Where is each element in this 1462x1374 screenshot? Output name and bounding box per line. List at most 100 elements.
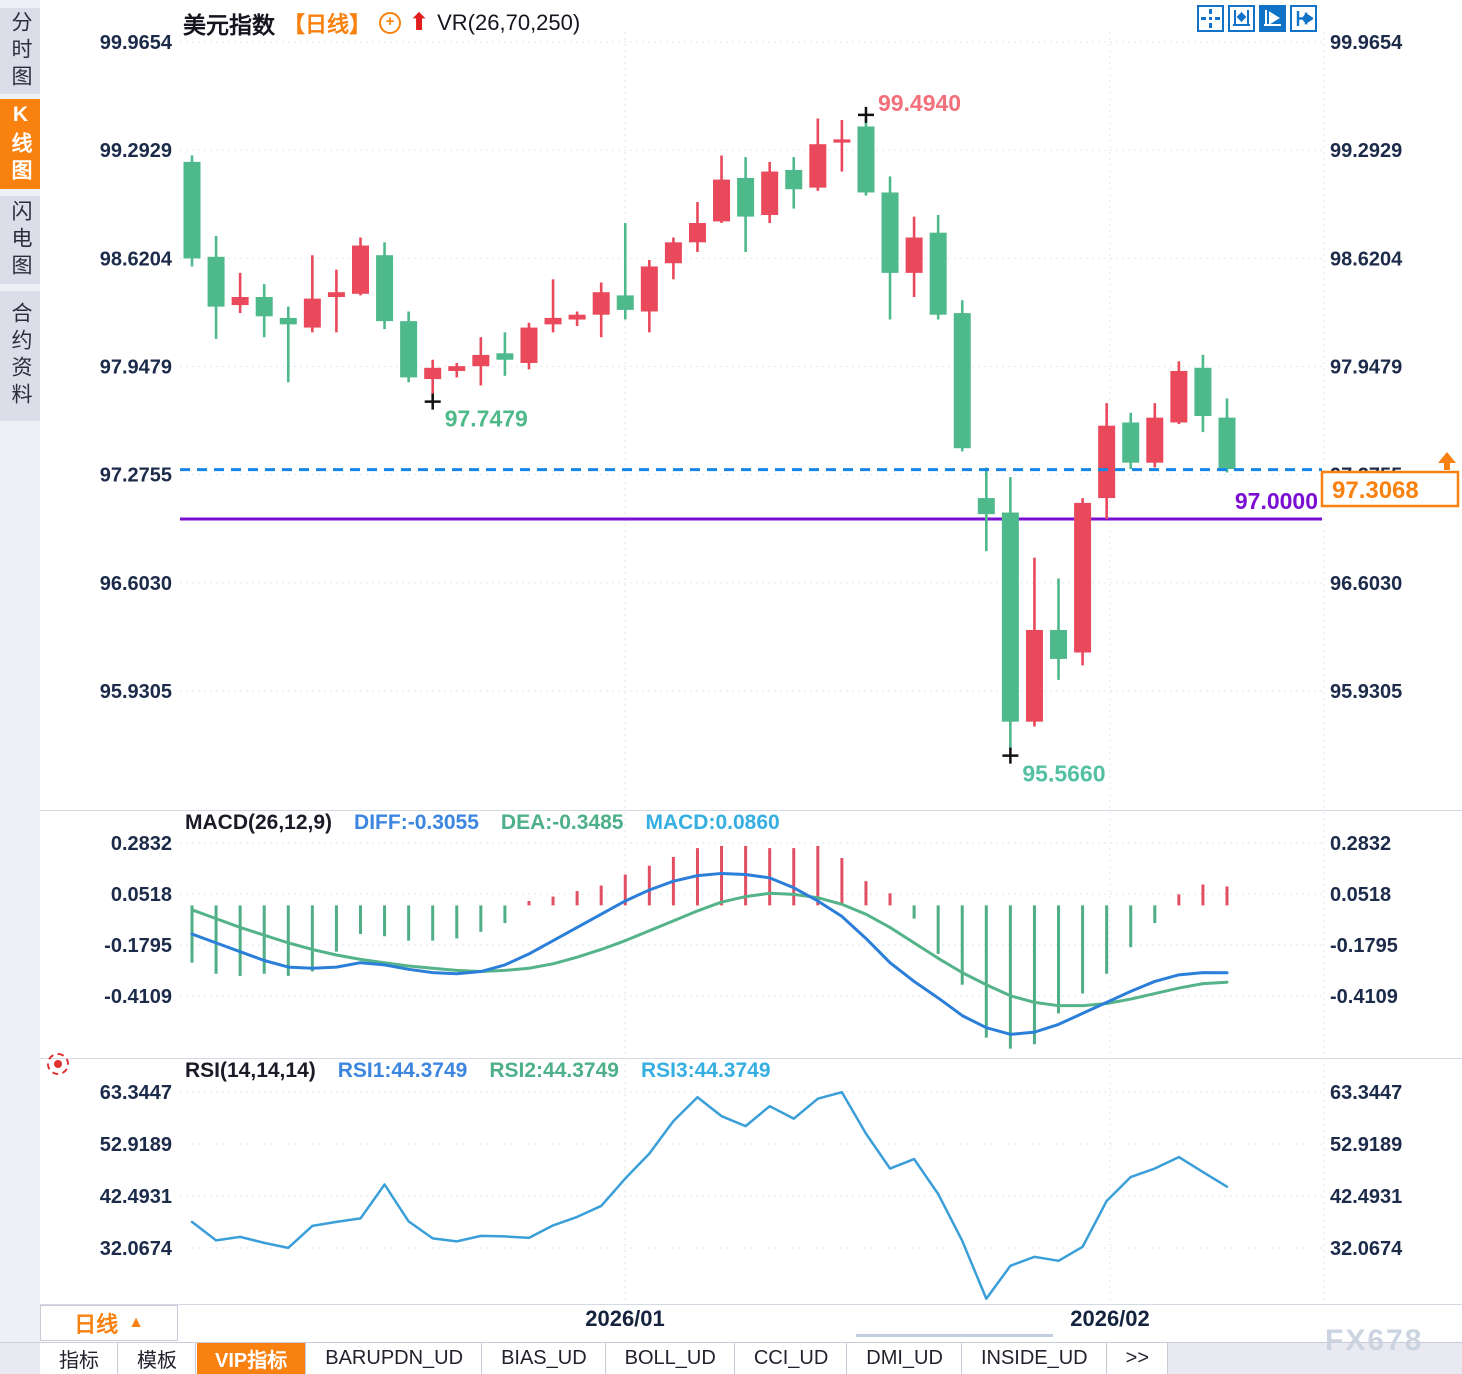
candle-body: [977, 498, 995, 515]
candle-body: [448, 366, 466, 372]
candle-body: [664, 242, 682, 264]
watermark: FX678: [1325, 1324, 1424, 1357]
candle-body: [1122, 422, 1140, 463]
macd-value: MACD:0.0860: [645, 811, 780, 834]
price-axis-label-left: 95.9305: [100, 681, 172, 703]
bottom-tab-3[interactable]: BARUPDN_UD: [306, 1343, 483, 1374]
price-axis-label-left: 96.6030: [100, 573, 172, 595]
overlay-indicator-label: VR(26,70,250): [437, 10, 581, 35]
candle-body: [737, 177, 755, 217]
candle-body: [905, 237, 923, 273]
bottom-tab-9[interactable]: >>: [1106, 1343, 1168, 1374]
price-axis-label-left: 98.6204: [100, 248, 173, 270]
rsi-axis-label-left: 32.0674: [100, 1238, 173, 1260]
candle-body: [929, 232, 947, 315]
price-axis-label-right: 99.9654: [1330, 32, 1403, 54]
price-axis-label-right: 97.9479: [1330, 357, 1402, 379]
x-axis-scrollbar[interactable]: [856, 1334, 1053, 1337]
period-selector[interactable]: 日线 ▲: [40, 1305, 178, 1341]
macd-axis-label-right: -0.1795: [1330, 935, 1398, 957]
candle-body: [1001, 512, 1019, 722]
x-axis-label-feb: 2026/02: [1070, 1306, 1150, 1331]
candle-body: [881, 192, 899, 273]
rsi-axis-label-left: 63.3447: [100, 1082, 172, 1104]
rsi-title: RSI(14,14,14): [185, 1059, 316, 1082]
bottom-tab-0[interactable]: 指标: [40, 1343, 118, 1374]
candle-body: [833, 139, 851, 143]
bottom-tab-6[interactable]: CCI_UD: [734, 1343, 848, 1374]
sidebar-item-3[interactable]: 合约资料: [0, 291, 40, 421]
pan-right-icon[interactable]: [1290, 5, 1317, 32]
candle-body: [327, 292, 345, 298]
candle-body: [1194, 367, 1212, 417]
price-axis-label-left: 97.2755: [100, 465, 172, 487]
up-arrow-icon: ⬆: [409, 9, 430, 36]
current-price-tag[interactable]: [1320, 470, 1460, 508]
x-axis-label-jan: 2026/01: [585, 1306, 665, 1331]
rsi-axis-label-left: 42.4931: [100, 1186, 172, 1208]
candle-body: [400, 321, 418, 378]
price-axis-label-left: 99.2929: [100, 140, 172, 162]
candle-body: [1170, 371, 1188, 423]
price-axis-label-right: 95.9305: [1330, 681, 1402, 703]
sidebar-item-2[interactable]: 闪电图: [0, 196, 40, 284]
current-price-tag-value: 97.3068: [1332, 477, 1419, 504]
candle-body: [1025, 629, 1043, 722]
candle-body: [568, 314, 586, 320]
sidebar-item-1[interactable]: K线图: [0, 99, 40, 189]
candle-body: [520, 327, 538, 363]
rsi2-value: RSI2:44.3749: [489, 1059, 619, 1082]
candle-body: [472, 354, 490, 367]
panel-divider: [40, 1304, 1462, 1305]
live-indicator-icon[interactable]: [47, 1053, 69, 1075]
price-marker-cross: [1002, 747, 1019, 764]
instrument-title: 美元指数: [183, 12, 275, 38]
candle-body: [761, 171, 779, 215]
bottom-tab-7[interactable]: DMI_UD: [847, 1343, 962, 1374]
candle-body: [424, 367, 442, 380]
price-axis-label-left: 99.9654: [100, 32, 173, 54]
candle-body: [1098, 425, 1116, 499]
candle-body: [496, 353, 514, 360]
sidebar-item-0[interactable]: 分时图: [0, 8, 40, 94]
candle-body: [207, 256, 225, 307]
panel-divider: [40, 810, 1462, 811]
price-marker-cross: [857, 106, 874, 123]
candle-body: [592, 292, 610, 315]
macd-axis-label-left: 0.0518: [111, 884, 172, 906]
add-indicator-icon[interactable]: +: [379, 12, 402, 34]
high-price-annotation: 99.4940: [878, 90, 961, 116]
macd-axis-label-left: -0.4109: [104, 986, 172, 1008]
macd-header: MACD(26,12,9) DIFF:-0.3055 DEA:-0.3485 M…: [185, 811, 780, 835]
bottom-tab-4[interactable]: BIAS_UD: [482, 1343, 606, 1374]
low-price-annotation: 95.5660: [1022, 761, 1105, 787]
chart-header: 美元指数 【日线】 + ⬆ VR(26,70,250): [183, 6, 580, 40]
candle-body: [544, 317, 562, 325]
candle-body: [616, 295, 634, 310]
period-selector-label: 日线: [74, 1312, 119, 1337]
candle-body: [1050, 629, 1068, 659]
macd-axis-label-right: 0.2832: [1330, 833, 1391, 855]
pullback-low-annotation: 97.7479: [445, 406, 528, 432]
crosshair-icon[interactable]: [1197, 5, 1224, 32]
rsi-header: RSI(14,14,14) RSI1:44.3749 RSI2:44.3749 …: [185, 1059, 771, 1083]
candle-body: [953, 313, 971, 449]
rsi3-value: RSI3:44.3749: [640, 1059, 771, 1082]
bottom-tab-8[interactable]: INSIDE_UD: [961, 1343, 1107, 1374]
bottom-tab-1[interactable]: 模板: [118, 1343, 196, 1374]
price-axis-label-left: 97.9479: [100, 357, 172, 379]
macd-diff-line: [190, 871, 1229, 1036]
panel-divider: [40, 1058, 1462, 1059]
bottom-tab-5[interactable]: BOLL_UD: [605, 1343, 735, 1374]
candle-body: [809, 144, 827, 188]
bottom-tab-2[interactable]: VIP指标: [196, 1343, 307, 1374]
macd-axis-label-left: 0.2832: [111, 833, 172, 855]
macd-dea-line: [190, 891, 1229, 1008]
axis-play-icon[interactable]: [1259, 5, 1286, 32]
candle-body: [351, 245, 369, 294]
chevron-up-icon: ▲: [128, 1314, 144, 1331]
axis-scale-icon[interactable]: [1228, 5, 1255, 32]
indicator-tab-bar: 指标 模板 VIP指标 BARUPDN_UD BIAS_UD BOLL_UD CCI_UD D…: [0, 1342, 1462, 1374]
